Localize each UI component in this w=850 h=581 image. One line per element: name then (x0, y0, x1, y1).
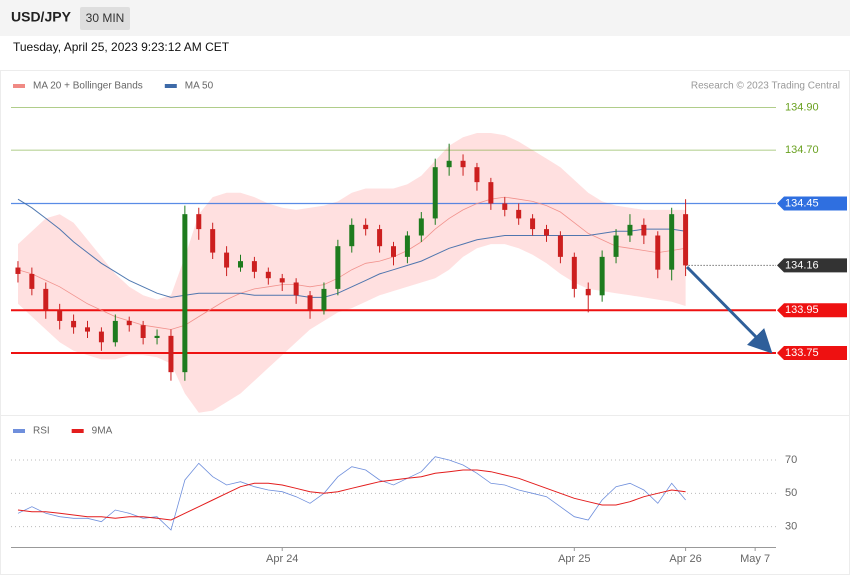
candle-body (669, 214, 675, 270)
candle-body (85, 327, 90, 332)
rsi-line (17, 456, 686, 531)
level-label: 133.75 (785, 347, 819, 359)
legend-swatch (13, 84, 25, 88)
candle-body (154, 335, 160, 338)
timeframe: 30 MIN (86, 11, 125, 25)
y-tick-label: 70 (785, 454, 797, 466)
bollinger-band (18, 133, 686, 413)
symbol: USD/JPY (11, 9, 72, 25)
level-tag (777, 303, 847, 318)
candle-body (98, 331, 104, 343)
forecast-arrow (685, 265, 773, 354)
candle-body (182, 214, 188, 373)
candle-body (210, 229, 216, 253)
candle-body (391, 246, 396, 257)
legend-swatch (71, 429, 84, 433)
level-label: 134.16 (785, 259, 819, 271)
level-tag (777, 258, 847, 273)
candle-body (29, 273, 35, 289)
candle-body (655, 235, 661, 270)
credit: Research © 2023 Trading Central (691, 81, 840, 92)
x-tick-label: Apr 26 (669, 553, 701, 565)
candle-body (446, 160, 452, 168)
candle-body (585, 288, 591, 296)
legend-swatch (164, 84, 177, 88)
x-tick-label: May 7 (740, 553, 770, 565)
level-label: 134.45 (785, 197, 819, 209)
candle-body (599, 256, 605, 296)
candle-body (683, 214, 689, 266)
level-tag (777, 345, 847, 360)
legend-label: 9MA (92, 426, 113, 437)
y-tick-label: 50 (785, 487, 797, 499)
candle-body (43, 288, 49, 311)
candle-body (404, 235, 410, 257)
candle-body (238, 261, 243, 268)
x-tick-label: Apr 25 (558, 553, 590, 565)
candle-body (307, 295, 313, 311)
header-bar (0, 0, 850, 36)
ma-line (17, 198, 686, 298)
candle-body (432, 167, 438, 219)
candle-body (168, 335, 174, 373)
legend-label: MA 50 (185, 81, 214, 92)
candle-body (488, 182, 494, 204)
candle-body (516, 209, 522, 219)
candle-body (502, 203, 508, 210)
candle-body (530, 218, 536, 230)
level-label: 133.95 (785, 304, 819, 316)
legend-label: RSI (33, 426, 50, 437)
price-plot (11, 107, 776, 413)
rsi-panel (0, 415, 850, 575)
level-label: 134.70 (785, 144, 819, 156)
candle-body (15, 267, 21, 274)
x-tick-label: Apr 24 (266, 553, 298, 565)
level-tag (777, 196, 847, 211)
candle-body (418, 218, 424, 236)
candle-body (349, 224, 355, 247)
candle-body (71, 320, 77, 328)
candle-body (474, 167, 480, 183)
candle-body (571, 256, 577, 289)
candle-body (251, 261, 257, 272)
candle-body (293, 282, 299, 296)
legend-label: MA 20 + Bollinger Bands (33, 81, 143, 92)
candle-body (335, 246, 341, 289)
candle-body (140, 325, 146, 338)
candle-body (613, 235, 619, 257)
candle-body (363, 224, 369, 230)
timeframe-box (80, 7, 130, 30)
level-label: 134.90 (785, 101, 819, 113)
candle-body (224, 252, 230, 268)
candle-body (57, 310, 63, 321)
candle-body (265, 271, 271, 279)
candle-body (321, 288, 327, 311)
candle-body (377, 229, 383, 247)
candle-body (641, 224, 647, 236)
rsi-line (17, 469, 686, 521)
candle-body (279, 278, 285, 283)
legend-swatch (13, 429, 25, 433)
candle-body (112, 320, 118, 343)
candle-body (627, 224, 633, 236)
candle-body (196, 214, 202, 230)
candle-body (544, 229, 549, 236)
y-tick-label: 30 (785, 521, 797, 533)
timestamp: Tuesday, April 25, 2023 9:23:12 AM CET (13, 40, 230, 54)
candle-body (126, 320, 132, 326)
candle-body (460, 160, 466, 168)
candle-body (557, 235, 563, 257)
